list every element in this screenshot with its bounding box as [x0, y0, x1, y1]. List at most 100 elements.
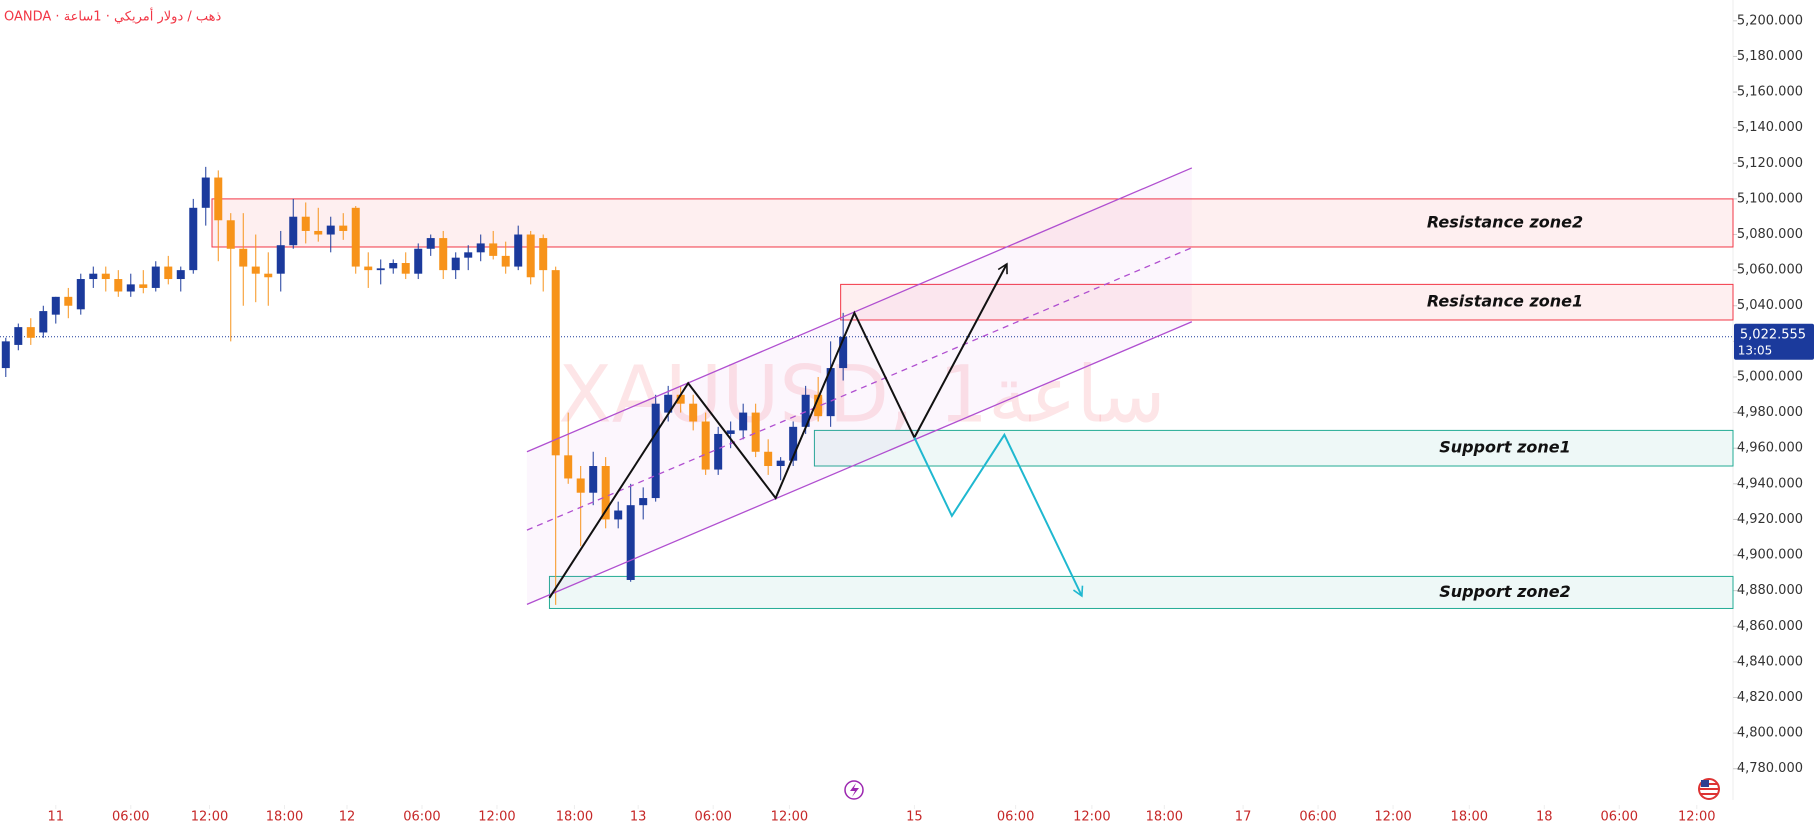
candle-body: [576, 478, 585, 493]
candle-body: [714, 433, 723, 470]
candle-body: [64, 296, 73, 306]
candle-body: [764, 451, 773, 467]
candle-body: [614, 510, 623, 520]
zone-label: Resistance zone1: [1427, 292, 1583, 311]
candle-body: [739, 412, 748, 431]
y-tick-label: 5,000.000: [1737, 369, 1803, 384]
zone-label: Support zone1: [1439, 438, 1571, 457]
candle-body: [189, 207, 198, 271]
candle-body: [551, 270, 560, 456]
x-tick-label: 18:00: [1146, 810, 1183, 825]
candle-body: [1, 341, 10, 369]
zone: [548, 575, 1734, 609]
candle-body: [426, 238, 435, 249]
y-tick-label: 4,940.000: [1737, 476, 1803, 491]
y-tick-label: 5,160.000: [1737, 85, 1803, 100]
candle-body: [176, 270, 185, 280]
y-tick-label: 4,800.000: [1737, 726, 1803, 741]
y-tick-label: 5,140.000: [1737, 120, 1803, 135]
candle-body: [326, 225, 335, 235]
x-tick-label: 18: [1536, 810, 1553, 825]
candle-body: [439, 238, 448, 271]
x-tick-label: 06:00: [694, 810, 731, 825]
candle-body: [814, 394, 823, 417]
y-tick-label: 4,880.000: [1737, 583, 1803, 598]
x-tick-label: 06:00: [1299, 810, 1336, 825]
x-tick-label: 13: [630, 810, 647, 825]
candle-body: [639, 498, 648, 506]
y-tick-label: 4,960.000: [1737, 441, 1803, 456]
candle-body: [301, 216, 310, 231]
y-tick-label: 5,060.000: [1737, 263, 1803, 278]
flag-icon[interactable]: [1698, 778, 1720, 800]
price-badge-label: 5,022.555: [1740, 327, 1806, 342]
x-tick-label: 12:00: [771, 810, 808, 825]
candle-body: [289, 216, 298, 246]
candle-body: [126, 284, 135, 292]
candle-body: [26, 327, 35, 338]
candle-body: [401, 263, 410, 274]
candle-body: [626, 505, 635, 580]
x-tick-label: 12:00: [1374, 810, 1411, 825]
x-tick-label: 12:00: [1678, 810, 1715, 825]
candle-body: [751, 412, 760, 452]
y-tick-label: 4,920.000: [1737, 512, 1803, 527]
x-tick-label: 06:00: [403, 810, 440, 825]
lightning-icon[interactable]: [844, 780, 864, 800]
y-tick-label: 5,120.000: [1737, 156, 1803, 171]
candle-body: [89, 273, 98, 280]
candle-body: [39, 311, 48, 333]
candle-body: [364, 266, 373, 271]
x-tick-label: 06:00: [112, 810, 149, 825]
x-tick-label: 06:00: [997, 810, 1034, 825]
candle-body: [76, 279, 85, 310]
drawing-line: [526, 167, 1193, 453]
y-tick-label: 4,780.000: [1737, 761, 1803, 776]
zone-label: Support zone2: [1439, 582, 1571, 601]
candle-body: [164, 266, 173, 280]
candle-body: [776, 460, 785, 467]
candle-body: [789, 426, 798, 461]
candle-body: [264, 273, 273, 278]
channel-fill: [526, 167, 1192, 605]
candle-body: [514, 234, 523, 267]
y-tick-label: 4,980.000: [1737, 405, 1803, 420]
drawing-line: [548, 262, 1008, 599]
candle-body: [414, 248, 423, 274]
candle-body: [201, 177, 210, 208]
x-tick-label: 15: [906, 810, 923, 825]
x-tick-label: 12: [339, 810, 356, 825]
candle-body: [251, 266, 260, 274]
x-tick-label: 18:00: [1451, 810, 1488, 825]
candle-body: [689, 403, 698, 422]
header: OANDA · ذهب / دولار أمريكي · 1ساعة: [4, 8, 222, 25]
candle-body: [239, 248, 248, 267]
x-tick-label: 12:00: [191, 810, 228, 825]
candle-body: [601, 466, 610, 520]
y-tick-label: 5,100.000: [1737, 191, 1803, 206]
x-tick-label: 12:00: [1073, 810, 1110, 825]
candle-body: [701, 421, 710, 470]
zone: [813, 429, 1734, 467]
y-tick-label: 4,900.000: [1737, 548, 1803, 563]
candle-body: [101, 273, 110, 280]
candle-body: [114, 279, 123, 292]
candle-body: [389, 263, 398, 269]
candle-body: [826, 368, 835, 417]
x-tick-label: 18:00: [266, 810, 303, 825]
candle-body: [489, 243, 498, 256]
zone-label: Resistance zone2: [1427, 212, 1583, 231]
y-tick-label: 4,820.000: [1737, 690, 1803, 705]
candle-body: [139, 284, 148, 288]
candle-body: [539, 238, 548, 271]
y-tick-label: 4,840.000: [1737, 654, 1803, 669]
candle-body: [339, 225, 348, 231]
y-tick-label: 5,200.000: [1737, 13, 1803, 28]
x-tick-label: 18:00: [556, 810, 593, 825]
candle-body: [226, 220, 235, 249]
candle-body: [351, 207, 360, 267]
candle-body: [276, 245, 285, 274]
price-badge: [1734, 323, 1814, 360]
candle-body: [676, 394, 685, 404]
drawing-line: [913, 432, 1084, 598]
